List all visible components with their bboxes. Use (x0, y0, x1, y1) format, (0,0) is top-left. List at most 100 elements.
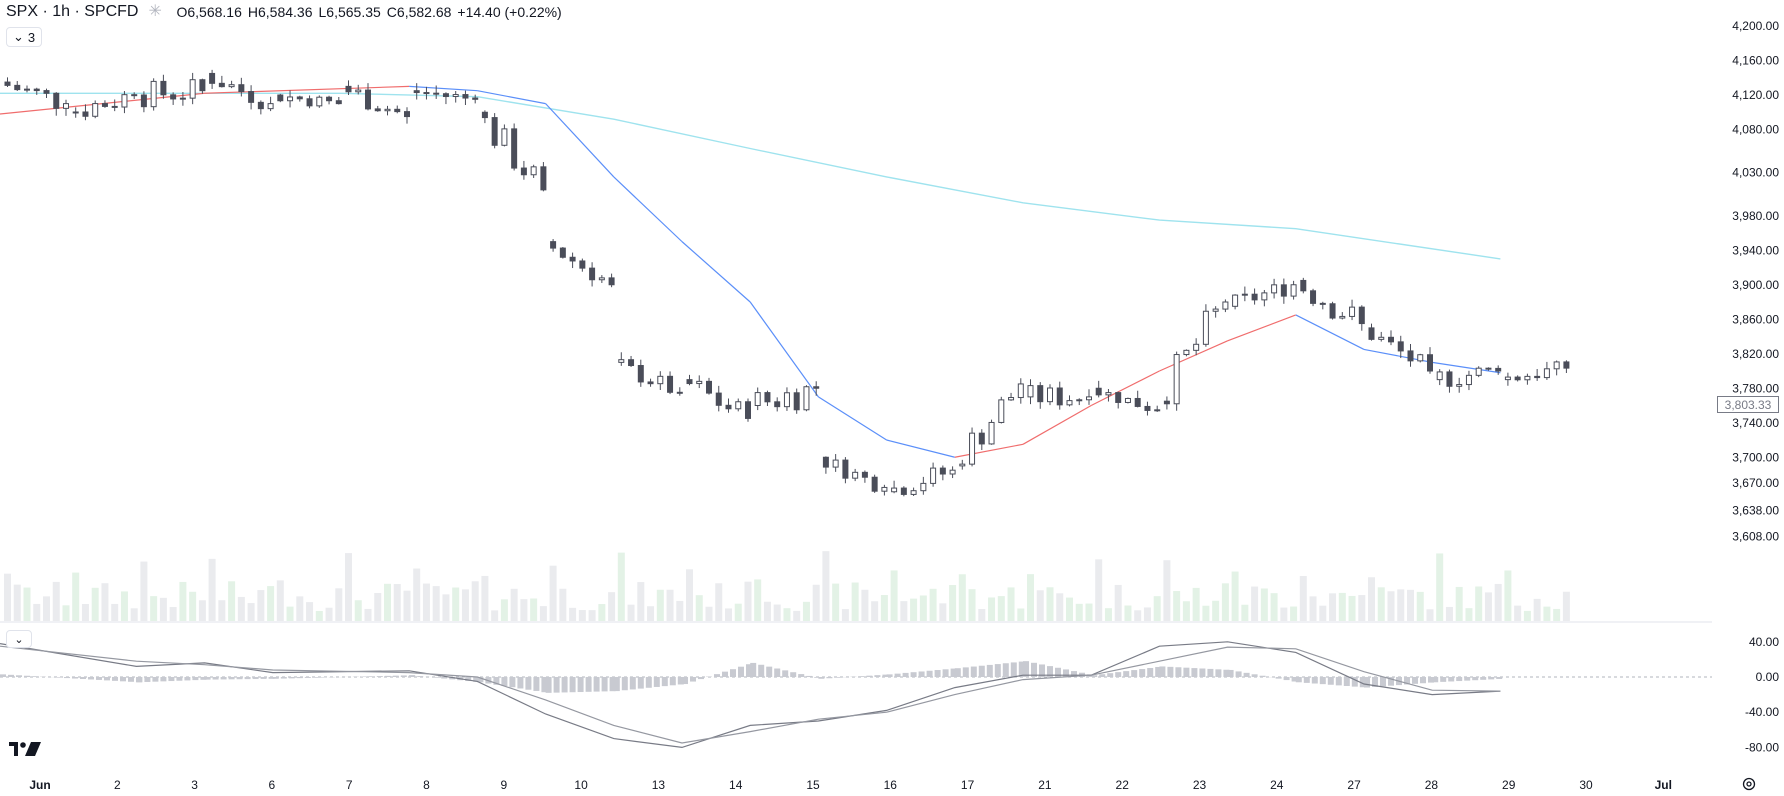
candle-body (306, 98, 313, 107)
volume-bar (1387, 591, 1395, 621)
candle-body (374, 108, 381, 112)
volume-bar (578, 610, 586, 621)
candle-body (803, 386, 810, 411)
candle-body (949, 469, 956, 475)
macd-histogram-bar (1372, 677, 1378, 687)
volume-bar (1445, 606, 1453, 621)
volume-bar (413, 568, 421, 621)
volume-bar (978, 608, 986, 621)
price-axis[interactable]: 4,240.004,200.004,160.004,120.004,080.00… (1732, 0, 1779, 754)
macd-histogram-bar (1283, 677, 1290, 681)
macd-histogram-bar (894, 673, 901, 677)
volume-bar (608, 592, 616, 621)
volume-bar (754, 579, 762, 621)
candle-body (813, 386, 820, 389)
volume-bar (997, 596, 1005, 621)
macd-histogram-bar (1039, 664, 1045, 677)
candle-body (287, 96, 294, 102)
volume-bar (988, 597, 996, 621)
volume-bar (569, 607, 577, 621)
volume-bar (598, 604, 606, 621)
candle-body (1514, 376, 1521, 381)
candle-body (1076, 399, 1083, 402)
ma-fast-segment (409, 85, 478, 92)
price-tick-label: 3,700.00 (1732, 450, 1779, 464)
chevron-down-icon: ⌄ (13, 29, 24, 44)
volume-bar (1251, 586, 1259, 621)
open-value: 6,568.16 (187, 4, 242, 20)
macd-histogram-bar (128, 677, 134, 682)
volume-bar (461, 589, 469, 621)
volume-bar (1348, 595, 1356, 621)
candle-body (121, 94, 128, 108)
candle-body (520, 167, 527, 176)
loading-icon: ✳ (148, 3, 162, 20)
candle-body (413, 90, 420, 94)
volume-bar (1114, 584, 1122, 621)
candle-body (1047, 387, 1053, 403)
macd-histogram-bar (192, 677, 199, 681)
macd-histogram-bar (288, 677, 295, 679)
volume-bar (1562, 591, 1570, 621)
macd-pane-toggle-button[interactable]: ⌄ (6, 630, 32, 648)
macd-histogram-bar (1412, 677, 1418, 684)
macd-histogram-bar (682, 677, 688, 685)
volume-bar (218, 600, 226, 621)
macd-histogram-bar (96, 677, 102, 680)
volume-bar (257, 590, 265, 621)
candle-body (1407, 350, 1414, 362)
volume-bar (919, 595, 927, 621)
candle-body (579, 260, 586, 269)
candle-body (540, 166, 547, 191)
candle-body (1173, 354, 1180, 405)
volume-bar (1143, 607, 1151, 621)
tradingview-logo-icon[interactable] (8, 740, 42, 758)
volume-bar (325, 607, 333, 621)
macd-histogram-bar (553, 677, 560, 693)
volume-bar (773, 604, 781, 621)
indicators-toggle-button[interactable]: ⌄ 3 (6, 27, 43, 47)
volume-bar (1104, 608, 1112, 621)
candle-body (63, 103, 69, 109)
candle-body (1290, 284, 1297, 297)
volume-bar (452, 587, 460, 621)
macd-histogram-bar (112, 677, 118, 681)
candle-body (452, 94, 459, 98)
macd-histogram-bar (926, 670, 933, 677)
macd-histogram-bar (1488, 677, 1495, 680)
price-tick-label: 3,608.00 (1732, 530, 1779, 544)
candle-body (1056, 387, 1063, 406)
macd-histogram-bar (866, 675, 873, 677)
macd-histogram-bar (1388, 677, 1394, 686)
volume-bar (1290, 606, 1298, 621)
macd-histogram-bar (1223, 669, 1230, 677)
macd-histogram-bar (698, 677, 704, 680)
candle-body (1134, 397, 1141, 407)
candle-body (53, 92, 60, 109)
time-tick-label: Jun (29, 778, 50, 792)
macd-histogram-bar (8, 674, 14, 677)
volume-bar (1241, 604, 1249, 621)
candle-body (72, 111, 79, 114)
macd-histogram-bar (473, 677, 480, 682)
volume-bar (374, 592, 382, 621)
candle-body (735, 401, 742, 410)
gear-icon[interactable] (1741, 776, 1757, 792)
volume-bar (335, 588, 343, 621)
volume-bar (1202, 605, 1210, 621)
candle-body (1212, 308, 1219, 312)
macd-histogram-bar (136, 677, 143, 683)
candle-body (111, 105, 118, 108)
macd-histogram-bar (942, 669, 949, 677)
symbol-title[interactable]: SPX · 1h · SPCFD (6, 3, 139, 20)
macd-histogram-bar (0, 674, 6, 677)
macd-histogram-bar (1023, 661, 1029, 677)
volume-bar (345, 553, 352, 621)
volume-bar (822, 551, 830, 621)
macd-histogram-bar (441, 677, 448, 679)
volume-bar (851, 582, 859, 621)
macd-histogram-bar (1440, 677, 1447, 682)
time-axis[interactable]: Jun 2 3 6 7 8 9 10 13 14 15 16 17 21 22 23 24 27 28 29 30 Jul (29, 778, 1672, 792)
macd-tick-label: 40.00 (1749, 635, 1779, 649)
